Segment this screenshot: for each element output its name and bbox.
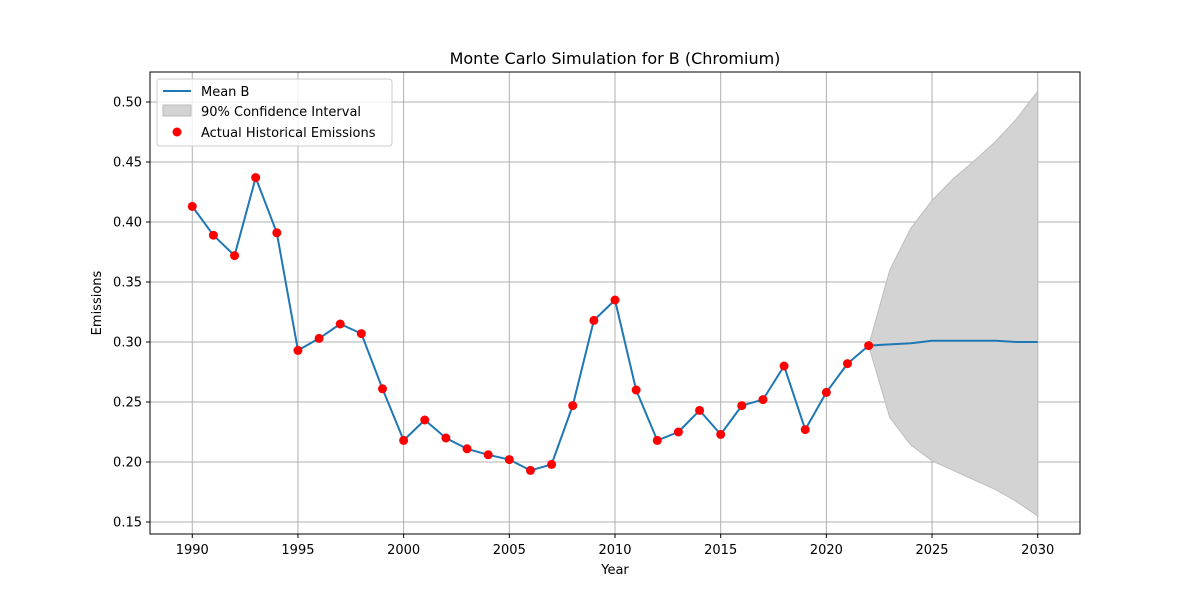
legend-label-actual: Actual Historical Emissions [201,126,376,141]
x-tick-label: 2025 [915,543,948,558]
historical-emission-point [483,450,493,460]
legend-swatch-ci [162,104,192,117]
historical-emission-point [864,341,874,351]
historical-emission-point [525,465,535,475]
y-tick-label: 0.20 [113,456,142,471]
legend-swatch-actual [172,127,182,137]
historical-emission-point [314,333,324,343]
confidence-band-group [868,89,1039,517]
x-tick-label: 2015 [704,543,737,558]
x-tick-label: 2000 [387,543,420,558]
historical-emission-point [821,387,831,397]
x-tick-label: 2010 [598,543,631,558]
legend-label-ci: 90% Confidence Interval [201,105,361,120]
historical-emission-point [695,405,705,415]
historical-emission-point [652,435,662,445]
historical-points-group [187,173,874,475]
x-axis-ticks: 1990 1995 2000 2005 2010 2015 2020 2025 2030 [176,534,1054,558]
y-tick-label: 0.45 [113,156,142,171]
y-tick-label: 0.15 [113,516,142,531]
historical-emission-point [230,251,240,261]
y-tick-label: 0.50 [113,96,142,111]
historical-emission-point [779,361,789,371]
historical-emission-point [272,228,282,238]
historical-emission-point [293,345,303,355]
historical-emission-point [568,401,578,411]
y-tick-label: 0.30 [113,336,142,351]
chart-title: Monte Carlo Simulation for B (Chromium) [450,49,781,68]
historical-emission-point [758,395,768,405]
historical-emission-point [441,433,451,443]
historical-emission-point [420,415,430,425]
historical-emission-point [251,173,261,183]
historical-emission-point [716,429,726,439]
x-tick-label: 2005 [493,543,526,558]
y-tick-label: 0.35 [113,276,142,291]
historical-emission-point [843,359,852,369]
x-tick-label: 1995 [281,543,314,558]
x-axis-label: Year [600,563,629,578]
y-axis-ticks: 0.15 0.20 0.25 0.30 0.35 0.40 0.45 0.50 [113,96,150,531]
historical-emission-point [737,401,747,411]
y-axis-label: Emissions [90,270,105,335]
historical-emission-point [462,444,472,454]
legend-box [156,78,393,147]
y-tick-label: 0.25 [113,396,142,411]
x-tick-label: 2030 [1021,543,1054,558]
x-tick-label: 1990 [176,543,209,558]
historical-emission-point [335,319,345,329]
historical-emission-point [673,427,683,437]
historical-emission-point [800,425,810,435]
historical-emission-point [631,385,641,395]
historical-emission-point [399,435,409,445]
x-tick-label: 2020 [810,543,843,558]
y-tick-label: 0.40 [113,216,142,231]
historical-emission-point [378,384,387,394]
confidence-interval-band [868,89,1039,517]
legend-label-mean: Mean B [201,85,249,100]
historical-emission-point [208,230,218,240]
historical-emission-point [547,459,557,469]
historical-emission-point [504,455,514,465]
historical-emission-point [356,329,366,339]
historical-emission-point [589,315,599,325]
historical-emission-point [610,295,620,305]
legend: Mean B 90% Confidence Interval Actual Hi… [156,78,393,147]
historical-emission-point [187,201,197,211]
